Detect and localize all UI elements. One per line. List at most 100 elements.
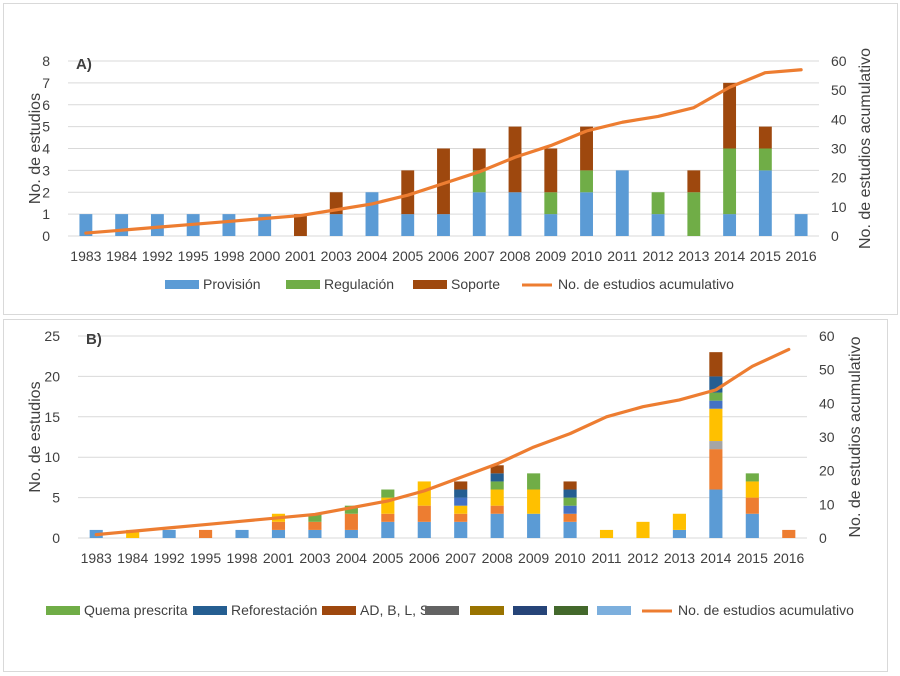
x-tick-label: 2014 [700,550,731,566]
x-tick-label: 2013 [678,248,709,264]
bar-segment [454,505,468,514]
y-tick-label: 8 [42,53,50,69]
x-tick-label: 2008 [482,550,513,566]
legend-label: No. de estudios acumulativo [558,276,734,292]
legend-label: No. de estudios acumulativo [678,602,854,618]
panel-label: A) [76,56,92,73]
bar-segment [527,473,541,490]
bar-segment [527,513,541,538]
y2-tick-label: 40 [831,111,847,127]
bar-segment [615,170,629,236]
x-tick-label: 2006 [428,248,459,264]
legend-swatch [597,606,631,615]
y2-tick-label: 0 [819,530,827,546]
bar-segment [636,521,650,538]
bar-segment [709,489,723,538]
x-tick-label: 1992 [142,248,173,264]
bar-segment [308,529,322,538]
x-tick-label: 2001 [285,248,316,264]
bar-segment [687,192,701,236]
bar-segment [745,473,759,482]
x-tick-label: 2012 [627,550,658,566]
x-tick-label: 2006 [409,550,440,566]
bar-segment [417,521,431,538]
bar-segment [723,214,737,236]
legend-swatch [193,606,227,615]
y2-tick-label: 10 [819,496,835,512]
y2-axis-title: No. de estudios acumulativo [847,336,864,537]
y-tick-label: 0 [42,228,50,244]
bar-segment [563,521,577,538]
y2-tick-label: 0 [831,228,839,244]
y2-tick-label: 60 [831,53,847,69]
x-tick-label: 2016 [773,550,804,566]
legend-label: Soporte [451,276,500,292]
y-tick-label: 2 [42,184,50,200]
bar-segment [150,214,164,236]
bar-segment [222,214,236,236]
bar-segment [490,481,504,490]
x-tick-label: 2014 [714,248,745,264]
y-tick-label: 15 [44,409,60,425]
y2-axis-title: No. de estudios acumulativo [857,48,874,249]
bar-segment [344,513,358,530]
y-tick-label: 4 [42,141,50,157]
x-tick-label: 2008 [499,248,530,264]
x-tick-label: 2001 [263,550,294,566]
bar-segment [544,148,558,193]
bar-segment [490,465,504,474]
x-tick-label: 2015 [737,550,768,566]
y2-tick-label: 30 [819,429,835,445]
legend-swatch [425,606,459,615]
x-tick-label: 2016 [786,248,817,264]
legend-swatch [554,606,588,615]
y-tick-label: 7 [42,75,50,91]
x-tick-label: 1984 [106,248,137,264]
bar-segment [437,148,450,215]
x-tick-label: 2004 [336,550,367,566]
bar-segment [472,148,486,171]
legend-swatch [165,280,199,289]
bar-segment [381,489,395,498]
x-tick-label: 2011 [591,550,621,566]
y2-tick-label: 10 [831,199,847,215]
bar-segment [580,192,593,236]
bar-segment [651,214,665,236]
bar-segment [490,513,504,538]
bar-segment [709,449,723,490]
bar-segment [709,352,723,377]
bar-segment [294,214,307,236]
bar-segment [527,489,541,514]
bar-segment [115,214,129,236]
bar-segment [544,214,558,236]
bar-segment [381,521,395,538]
x-tick-label: 1984 [117,550,148,566]
y2-tick-label: 30 [831,141,847,157]
bar-segment [745,513,759,538]
x-tick-label: 2003 [321,248,352,264]
y-axis-title: No. de estudios [27,93,44,204]
bar-segment [381,513,395,522]
y-tick-label: 6 [42,97,50,113]
bar-segment [472,170,486,193]
bar-segment [454,521,468,538]
bar-segment [672,513,686,530]
y-tick-label: 3 [42,162,50,178]
y2-tick-label: 40 [819,395,835,411]
y2-tick-label: 50 [831,82,847,98]
x-tick-label: 2011 [607,248,637,264]
bar-segment [365,192,379,236]
x-tick-label: 1992 [154,550,185,566]
bar-segment [437,214,450,236]
y-tick-label: 1 [42,206,50,222]
bar-segment [308,521,322,530]
bar-segment [454,481,468,490]
bar-segment [454,513,468,522]
legend-swatch [513,606,547,615]
y-axis-title: No. de estudios [27,381,44,492]
x-tick-label: 2012 [642,248,673,264]
bar-segment [709,408,723,442]
legend-swatch [46,606,80,615]
bar-segment [563,489,577,498]
y-tick-label: 0 [52,530,60,546]
